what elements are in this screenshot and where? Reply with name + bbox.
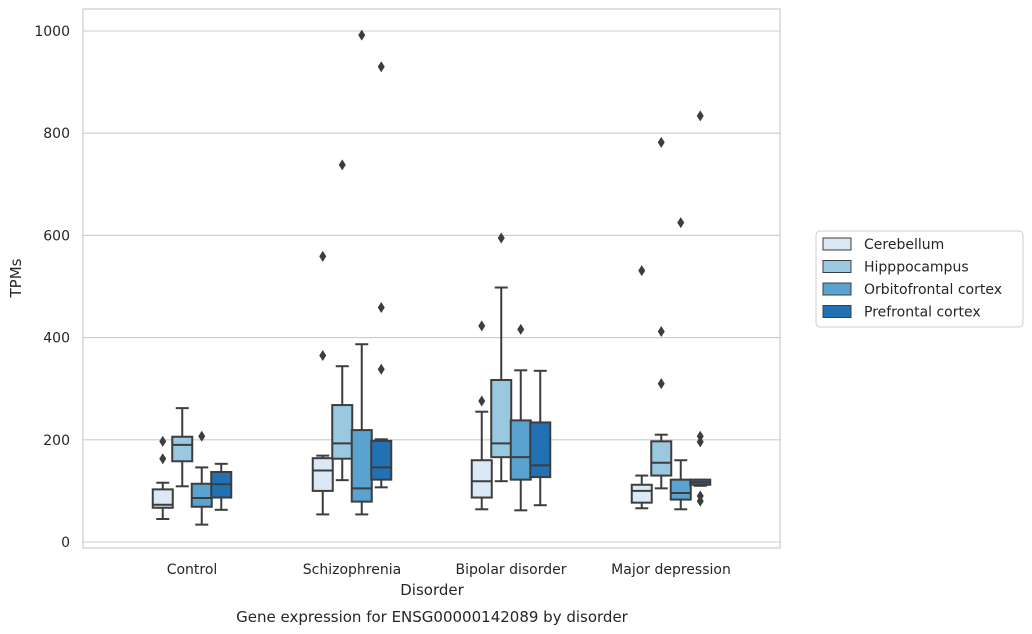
box-series bbox=[630, 265, 653, 510]
box-series bbox=[490, 232, 513, 483]
box-group bbox=[151, 407, 233, 526]
box-series bbox=[350, 29, 373, 516]
legend-item: Cerebellum bbox=[822, 237, 944, 253]
outlier-point bbox=[677, 217, 685, 229]
box-series bbox=[669, 217, 692, 511]
outlier-point bbox=[696, 430, 704, 442]
box-group bbox=[311, 29, 393, 516]
legend-label: Prefrontal cortex bbox=[864, 305, 981, 321]
x-tick-label: Schizophrenia bbox=[303, 562, 401, 578]
legend-frame bbox=[815, 230, 1024, 328]
x-tick-label: Bipolar disorder bbox=[455, 562, 566, 578]
outlier-point bbox=[159, 435, 167, 447]
outlier-point bbox=[159, 453, 167, 465]
box-groups bbox=[151, 29, 712, 526]
x-axis-ticks: Control Schizophrenia Bipolar disorder Majo… bbox=[167, 562, 731, 578]
box-series bbox=[470, 320, 493, 511]
box-group bbox=[630, 110, 712, 511]
legend-label: Hipppocampus bbox=[864, 260, 969, 276]
legend-label: Orbitofrontal cortex bbox=[864, 282, 1002, 298]
legend-item: Hipppocampus bbox=[822, 260, 969, 276]
y-tick-label: 0 bbox=[61, 535, 70, 551]
legend-item: Orbitofrontal cortex bbox=[822, 282, 1002, 298]
outlier-point bbox=[478, 320, 486, 332]
y-tick-label: 800 bbox=[43, 126, 70, 142]
plot-area-background bbox=[83, 9, 780, 548]
box-iqr bbox=[529, 421, 552, 479]
box-series bbox=[311, 250, 334, 516]
outlier-point bbox=[696, 436, 704, 448]
outlier-point bbox=[377, 61, 385, 73]
y-tick-label: 1000 bbox=[34, 24, 70, 40]
outlier-point bbox=[377, 301, 385, 313]
x-axis-label: Disorder bbox=[400, 581, 464, 599]
outlier-point bbox=[657, 325, 665, 337]
legend-swatch bbox=[822, 237, 852, 251]
box-series bbox=[529, 369, 552, 507]
plot-frame bbox=[82, 8, 781, 549]
box-series bbox=[650, 136, 673, 490]
chart-title: Gene expression for ENSG00000142089 by d… bbox=[236, 608, 629, 626]
box-iqr bbox=[151, 488, 174, 509]
outlier-point bbox=[657, 136, 665, 148]
box-iqr bbox=[350, 429, 373, 503]
outlier-point bbox=[319, 250, 327, 262]
outlier-point bbox=[638, 265, 646, 277]
outlier-point bbox=[319, 349, 327, 361]
legend: Cerebellum Hipppocampus Orbitofrontal cort… bbox=[815, 230, 1024, 328]
box-series bbox=[370, 61, 393, 489]
grid-lines bbox=[83, 30, 780, 543]
box-series bbox=[210, 462, 233, 511]
y-axis-ticks: 0 200 400 600 800 1000 bbox=[34, 24, 70, 551]
box-series bbox=[171, 407, 194, 488]
outlier-point bbox=[696, 110, 704, 122]
outlier-point bbox=[497, 232, 505, 244]
outlier-point bbox=[338, 159, 346, 171]
box-series bbox=[151, 435, 174, 521]
outlier-point bbox=[517, 323, 525, 335]
box-iqr bbox=[470, 459, 493, 499]
y-axis-label: TPMs bbox=[7, 258, 25, 298]
outlier-point bbox=[696, 490, 704, 502]
box-iqr bbox=[669, 478, 692, 501]
legend-swatch bbox=[822, 305, 852, 318]
box-iqr bbox=[650, 440, 673, 477]
box-iqr bbox=[190, 482, 213, 508]
box-iqr bbox=[509, 419, 532, 481]
x-tick-label: Control bbox=[167, 562, 218, 578]
box-series bbox=[190, 430, 213, 526]
box-iqr bbox=[370, 439, 393, 481]
legend-item: Prefrontal cortex bbox=[822, 305, 981, 321]
box-series bbox=[689, 110, 712, 507]
box-iqr bbox=[311, 457, 334, 492]
outlier-point bbox=[358, 29, 366, 41]
y-tick-label: 200 bbox=[43, 433, 70, 449]
outlier-point bbox=[657, 378, 665, 390]
x-tick-label: Major depression bbox=[611, 562, 731, 578]
outlier-point bbox=[377, 363, 385, 375]
box-iqr bbox=[331, 404, 354, 460]
legend-swatch bbox=[822, 282, 852, 296]
y-tick-label: 600 bbox=[43, 228, 70, 244]
legend-swatch bbox=[822, 260, 852, 273]
box-iqr bbox=[171, 435, 194, 463]
box-iqr bbox=[630, 483, 653, 504]
outlier-point bbox=[478, 395, 486, 407]
box-iqr bbox=[490, 379, 513, 459]
y-tick-label: 400 bbox=[43, 331, 70, 347]
outlier-point bbox=[198, 430, 206, 442]
legend-label: Cerebellum bbox=[864, 237, 944, 253]
box-group bbox=[470, 232, 552, 512]
